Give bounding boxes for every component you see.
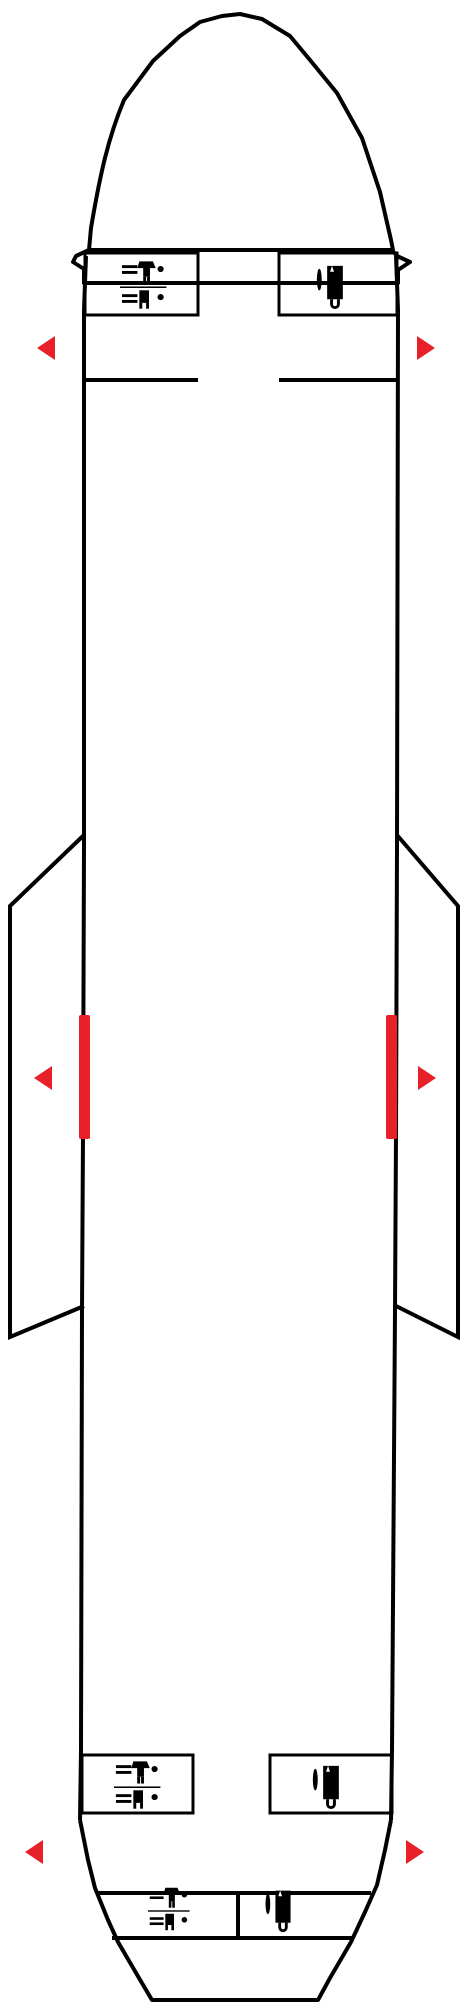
right-wing <box>395 833 460 1341</box>
overwing-left-exit-door <box>79 1015 90 1139</box>
front-galley-icon <box>316 265 343 310</box>
rear-right-exit-arrow-icon <box>406 1840 424 1864</box>
mid-rear-lavatory-module <box>80 1753 195 1815</box>
wings <box>8 833 460 1341</box>
overwing-left-exit-arrow-icon <box>34 1066 52 1090</box>
mid-rear-galley-icon <box>312 1765 339 1810</box>
front-lavatory-module <box>83 251 200 317</box>
mid-rear-galley-module <box>268 1753 394 1815</box>
front-left-exit-arrow-icon <box>37 336 55 360</box>
front-galley-module <box>277 251 399 317</box>
overwing-right-exit-arrow-icon <box>418 1066 436 1090</box>
rear-galley-icon <box>265 1890 291 1933</box>
fuselage <box>71 12 412 2002</box>
left-wing <box>8 833 86 1341</box>
front-right-exit-arrow-icon <box>417 336 435 360</box>
overwing-right-exit-door <box>386 1015 397 1139</box>
mid-rear-lavatory-icon <box>114 1761 161 1809</box>
tail-cone <box>78 1819 393 2002</box>
nose-cone <box>87 12 395 251</box>
rear-left-exit-arrow-icon <box>25 1840 43 1864</box>
